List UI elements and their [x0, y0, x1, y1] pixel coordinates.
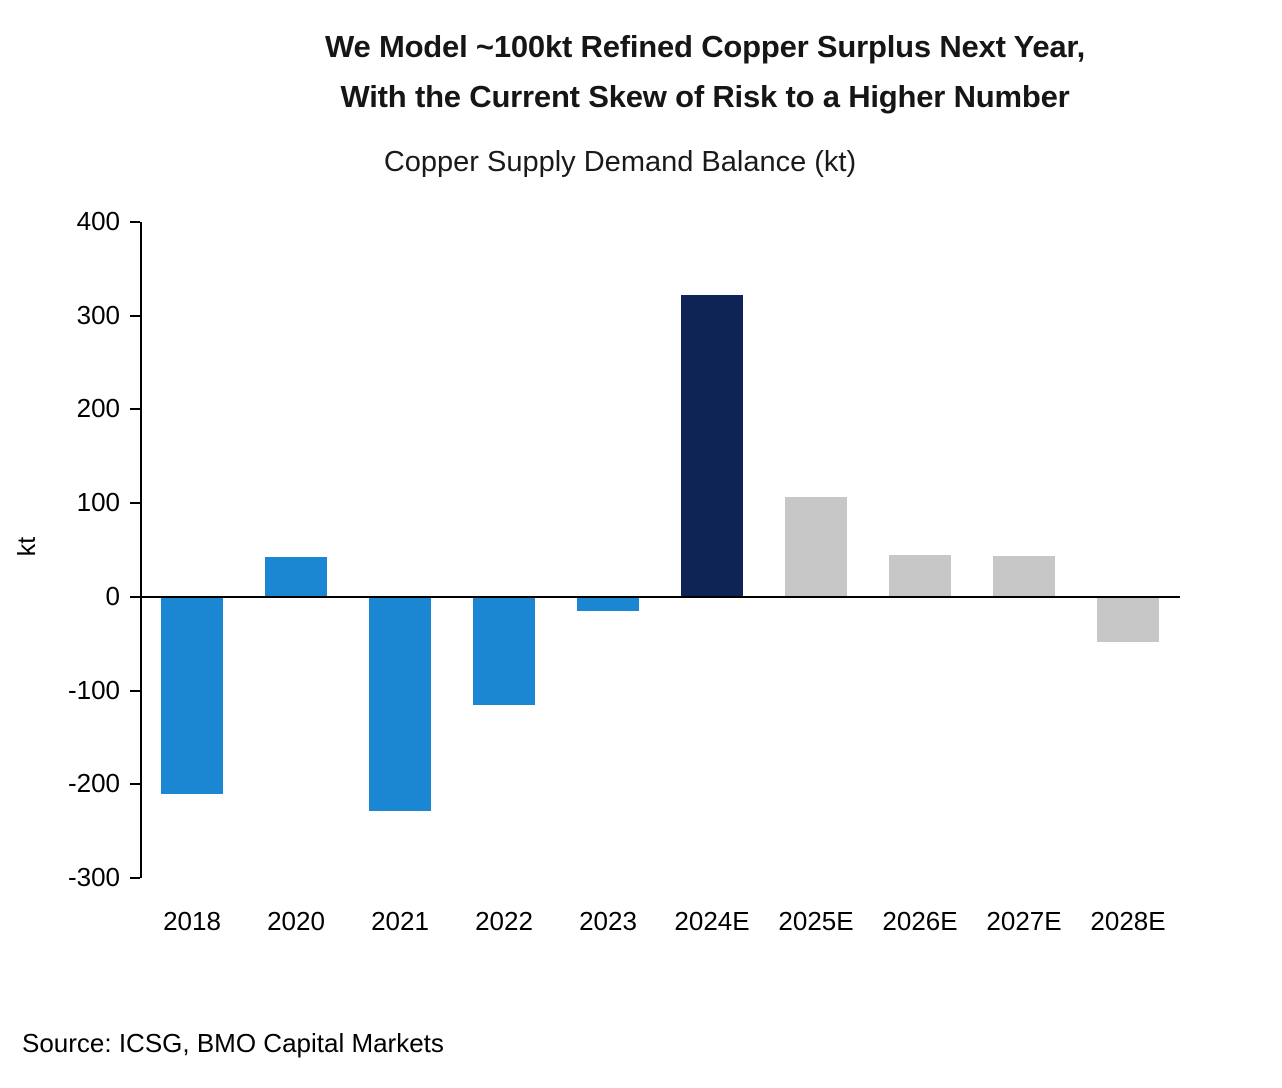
- bar-2020: [265, 557, 327, 597]
- y-tick-mark: [130, 408, 140, 411]
- y-tick-label: 200: [76, 393, 120, 424]
- y-tick-mark: [130, 595, 140, 598]
- y-tick-mark: [130, 689, 140, 692]
- x-tick-label: 2020: [267, 906, 325, 936]
- chart-title-line2: With the Current Skew of Risk to a Highe…: [340, 79, 1070, 114]
- y-tick-label: 0: [105, 580, 120, 611]
- bar-2024E: [681, 295, 743, 597]
- y-tick-label: 300: [76, 299, 120, 330]
- y-tick-mark: [130, 221, 140, 223]
- x-tick-label: 2018: [163, 906, 221, 936]
- source-note: Source: ICSG, BMO Capital Markets: [22, 1028, 444, 1058]
- x-tick-label: 2023: [579, 906, 637, 936]
- x-tick-label: 2021: [371, 906, 429, 936]
- y-tick-label: -100: [67, 674, 120, 705]
- x-tick-label: 2026E: [882, 906, 958, 936]
- bar-2027E: [993, 555, 1055, 597]
- y-tick-label: -200: [67, 768, 120, 799]
- x-tick-label: 2022: [475, 906, 533, 936]
- y-tick-mark: [130, 877, 140, 879]
- bar-2021: [369, 596, 431, 811]
- y-tick-label: 100: [76, 487, 120, 518]
- bar-2025E: [785, 496, 847, 597]
- y-tick-mark: [130, 502, 140, 505]
- chart-title: We Model ~100kt Refined Copper Surplus N…: [225, 22, 1185, 122]
- bar-2022: [473, 596, 535, 705]
- bar-2023: [577, 596, 639, 611]
- y-tick-label: -300: [67, 862, 120, 892]
- plot-area: -300 -200 -100 0 100 200 300 400 2018 2020 2021 202…: [0, 206, 1282, 992]
- bar-2018: [161, 596, 223, 794]
- y-tick-label: 400: [76, 206, 120, 236]
- y-axis-spine: [140, 222, 142, 878]
- x-tick-label: 2024E: [674, 906, 750, 936]
- y-tick-mark: [130, 783, 140, 786]
- x-axis-zero-line: [140, 595, 1180, 598]
- x-tick-label: 2027E: [986, 906, 1062, 936]
- x-tick-label: 2025E: [778, 906, 854, 936]
- y-tick-mark: [130, 314, 140, 317]
- bar-2026E: [889, 554, 951, 597]
- chart-subtitle: Copper Supply Demand Balance (kt): [383, 146, 857, 178]
- bar-2028E: [1097, 596, 1159, 642]
- x-tick-label: 2028E: [1090, 906, 1166, 936]
- chart-title-line1: We Model ~100kt Refined Copper Surplus N…: [325, 29, 1085, 64]
